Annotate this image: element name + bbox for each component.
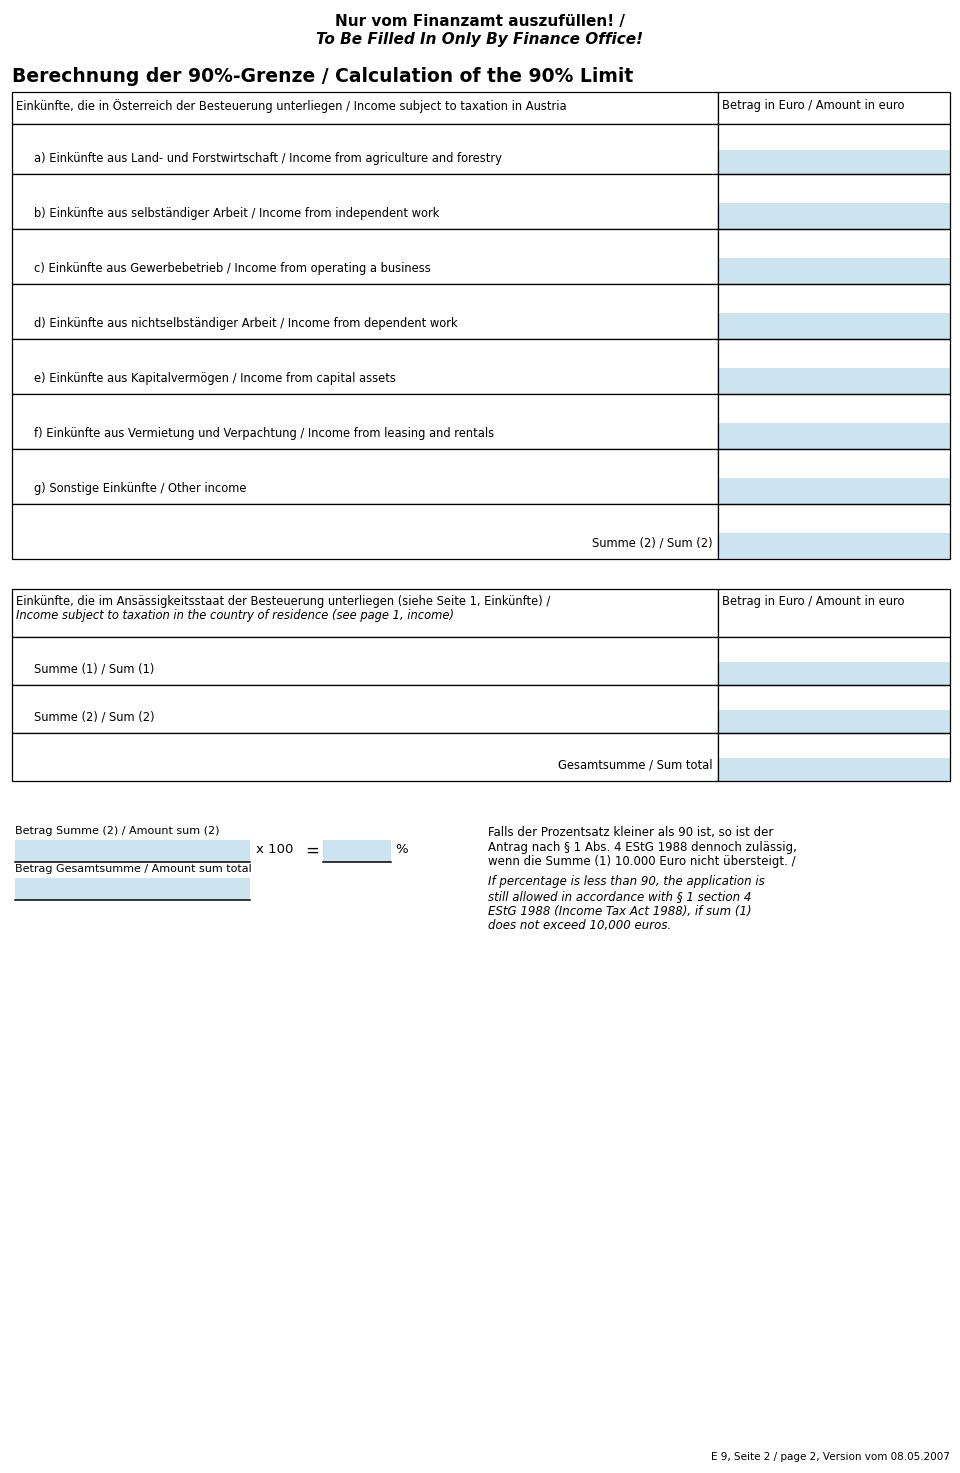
Text: Income subject to taxation in the country of residence (see page 1, income): Income subject to taxation in the countr… [16, 608, 454, 622]
Bar [12, 449, 718, 504]
Bar [718, 423, 950, 449]
Bar [718, 174, 950, 228]
Bar [718, 504, 950, 533]
Text: Einkünfte, die im Ansässigkeitsstaat der Besteuerung unterliegen (siehe Seite 1,: Einkünfte, die im Ansässigkeitsstaat der… [16, 595, 550, 608]
Bar [718, 284, 950, 312]
Bar [718, 124, 950, 150]
Bar [12, 284, 718, 339]
Text: =: = [305, 843, 319, 860]
Bar [718, 393, 950, 449]
Bar [718, 228, 950, 258]
Bar [718, 479, 950, 504]
Text: d) Einkünfte aus nichtselbständiger Arbeit / Income from dependent work: d) Einkünfte aus nichtselbständiger Arbe… [34, 317, 458, 330]
Text: still allowed in accordance with § 1 section 4: still allowed in accordance with § 1 sec… [488, 890, 752, 903]
Bar [12, 734, 718, 781]
Bar [12, 91, 718, 124]
Bar [718, 150, 950, 174]
Text: If percentage is less than 90, the application is: If percentage is less than 90, the appli… [488, 875, 765, 888]
Bar [718, 533, 950, 558]
Bar [718, 685, 950, 710]
Bar [12, 174, 718, 228]
Text: Gesamtsumme / Sum total: Gesamtsumme / Sum total [559, 759, 713, 772]
Bar [718, 228, 950, 284]
Bar [12, 339, 718, 393]
Text: b) Einkünfte aus selbständiger Arbeit / Income from independent work: b) Einkünfte aus selbständiger Arbeit / … [34, 208, 440, 219]
Bar [12, 636, 718, 685]
Bar [718, 685, 950, 734]
Bar [718, 393, 950, 423]
Bar [718, 203, 950, 228]
Bar [718, 504, 950, 558]
Bar [718, 636, 950, 685]
Text: a) Einkünfte aus Land- und Forstwirtschaft / Income from agriculture and forestr: a) Einkünfte aus Land- und Forstwirtscha… [34, 152, 502, 165]
Text: Summe (2) / Sum (2): Summe (2) / Sum (2) [592, 538, 713, 549]
Text: %: % [395, 843, 408, 856]
Text: e) Einkünfte aus Kapitalvermögen / Income from capital assets: e) Einkünfte aus Kapitalvermögen / Incom… [34, 373, 396, 384]
Bar [718, 91, 950, 124]
Bar [718, 258, 950, 284]
Bar [15, 878, 250, 900]
Text: Nur vom Finanzamt auszufüllen! /: Nur vom Finanzamt auszufüllen! / [335, 15, 625, 29]
Bar [718, 339, 950, 368]
Bar [718, 636, 950, 661]
Bar [718, 589, 950, 636]
Text: Betrag in Euro / Amount in euro: Betrag in Euro / Amount in euro [722, 595, 904, 608]
Bar [718, 368, 950, 393]
Bar [718, 449, 950, 504]
Bar [718, 449, 950, 479]
Text: Betrag Summe (2) / Amount sum (2): Betrag Summe (2) / Amount sum (2) [15, 826, 220, 837]
Text: Antrag nach § 1 Abs. 4 EStG 1988 dennoch zulässig,: Antrag nach § 1 Abs. 4 EStG 1988 dennoch… [488, 841, 797, 853]
Text: Falls der Prozentsatz kleiner als 90 ist, so ist der: Falls der Prozentsatz kleiner als 90 ist… [488, 826, 774, 840]
Text: Summe (1) / Sum (1): Summe (1) / Sum (1) [34, 663, 155, 676]
Bar [718, 759, 950, 781]
Bar [12, 589, 718, 636]
Bar [718, 734, 950, 781]
Text: x 100: x 100 [256, 843, 294, 856]
Bar [323, 840, 391, 862]
Bar [718, 312, 950, 339]
Text: To Be Filled In Only By Finance Office!: To Be Filled In Only By Finance Office! [317, 32, 643, 47]
Bar [12, 685, 718, 734]
Bar [718, 661, 950, 685]
Text: Betrag Gesamtsumme / Amount sum total: Betrag Gesamtsumme / Amount sum total [15, 865, 252, 873]
Bar [718, 124, 950, 174]
Text: f) Einkünfte aus Vermietung und Verpachtung / Income from leasing and rentals: f) Einkünfte aus Vermietung und Verpacht… [34, 427, 494, 440]
Bar [12, 228, 718, 284]
Text: Summe (2) / Sum (2): Summe (2) / Sum (2) [34, 711, 155, 725]
Bar [718, 174, 950, 203]
Bar [12, 124, 718, 174]
Text: E 9, Seite 2 / page 2, Version vom 08.05.2007: E 9, Seite 2 / page 2, Version vom 08.05… [711, 1452, 950, 1463]
Text: Berechnung der 90%-Grenze / Calculation of the 90% Limit: Berechnung der 90%-Grenze / Calculation … [12, 66, 634, 85]
Text: Betrag in Euro / Amount in euro: Betrag in Euro / Amount in euro [722, 99, 904, 112]
Text: wenn die Summe (1) 10.000 Euro nicht übersteigt. /: wenn die Summe (1) 10.000 Euro nicht übe… [488, 854, 796, 868]
Bar [718, 339, 950, 393]
Bar [718, 710, 950, 734]
Bar [15, 840, 250, 862]
Text: g) Sonstige Einkünfte / Other income: g) Sonstige Einkünfte / Other income [34, 482, 247, 495]
Text: Einkünfte, die in Österreich der Besteuerung unterliegen / Income subject to tax: Einkünfte, die in Österreich der Besteue… [16, 99, 566, 113]
Text: EStG 1988 (Income Tax Act 1988), if sum (1): EStG 1988 (Income Tax Act 1988), if sum … [488, 904, 752, 918]
Text: does not exceed 10,000 euros.: does not exceed 10,000 euros. [488, 919, 671, 932]
Bar [12, 504, 718, 558]
Bar [12, 393, 718, 449]
Bar [718, 734, 950, 759]
Bar [718, 284, 950, 339]
Text: c) Einkünfte aus Gewerbebetrieb / Income from operating a business: c) Einkünfte aus Gewerbebetrieb / Income… [34, 262, 431, 275]
